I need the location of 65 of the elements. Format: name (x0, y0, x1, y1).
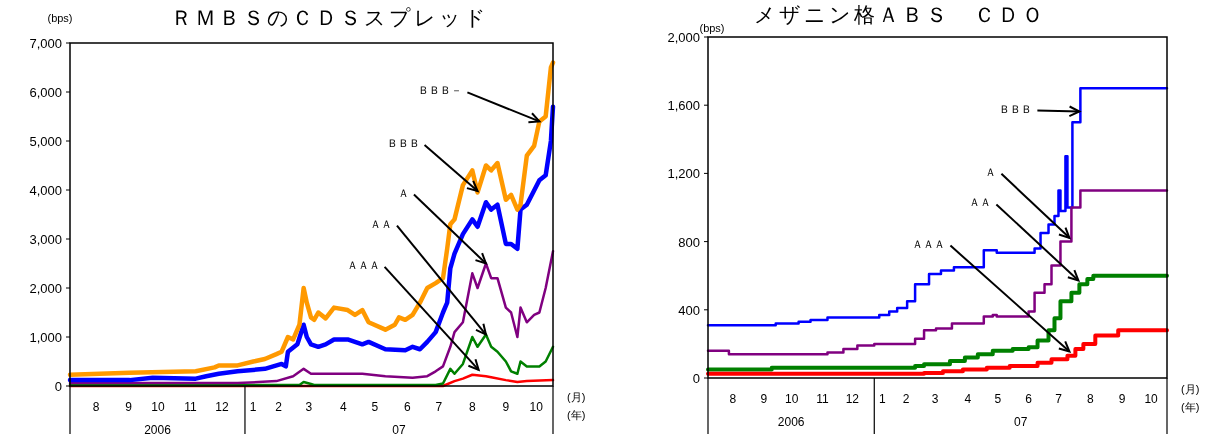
y-tick-label: 4,000 (29, 183, 62, 198)
annotation: ＢＢＢ (999, 102, 1033, 115)
y-tick-label: 1,600 (667, 98, 700, 114)
x-tick-label: 5 (371, 400, 379, 414)
annotation: ＡＡ (369, 217, 392, 230)
x-tick-label: 6 (404, 400, 412, 414)
x-tick-label: 4 (340, 400, 348, 414)
x-tick-label: 6 (1025, 392, 1033, 406)
x-tick-label: 2 (902, 392, 910, 406)
text: 2006 (144, 423, 172, 434)
y-tick-label: 3,000 (29, 232, 62, 247)
text: (月) (1181, 383, 1200, 395)
x-tick-label: 10 (151, 400, 165, 414)
x-tick-label: 5 (994, 392, 1002, 406)
y-tick-label: 7,000 (29, 36, 62, 51)
annotation: ＡＡＡ (346, 258, 380, 271)
chart-title: メザニン格ＡＢＳ ＣＤＯ (754, 3, 1046, 26)
x-tick-label: 12 (845, 392, 860, 406)
x-tick-label: 7 (435, 400, 443, 414)
text: 07 (392, 423, 406, 434)
x-tick-label: 3 (931, 392, 939, 406)
x-tick-label: 1 (249, 400, 257, 414)
chart-title: ＲＭＢＳのＣＤＳスプレッド (171, 6, 489, 29)
annotation: Ａ (985, 165, 997, 178)
x-tick-label: 8 (1086, 392, 1094, 406)
x-tick-label: 9 (760, 392, 768, 406)
x-tick-label: 9 (1118, 392, 1126, 406)
annotation: Ａ (397, 186, 409, 199)
x-tick-label: 8 (729, 392, 737, 406)
y-tick-label: 0 (54, 379, 62, 394)
y-tick-label: 800 (678, 234, 700, 250)
annotation: ＡＡ (969, 196, 992, 209)
x-tick-label: 8 (92, 400, 100, 414)
y-tick-label: 0 (692, 371, 700, 386)
text: (年) (567, 409, 586, 421)
annotation: ＡＡＡ (912, 237, 946, 250)
annotation: ＢＢＢ (386, 136, 420, 149)
text: 07 (1013, 415, 1028, 429)
x-tick-label: 10 (784, 392, 799, 406)
text: (年) (1181, 401, 1200, 413)
y-tick-label: 2,000 (667, 30, 700, 45)
x-tick-label: 1 (878, 392, 886, 406)
x-tick-label: 12 (215, 400, 229, 414)
x-tick-label: 10 (529, 400, 544, 414)
y-tick-label: 2,000 (29, 281, 62, 296)
y-axis-title: (bps) (699, 22, 725, 34)
y-tick-label: 1,000 (29, 330, 62, 345)
y-tick-label: 400 (678, 302, 700, 318)
x-tick-label: 11 (184, 400, 198, 414)
y-tick-label: 6,000 (29, 85, 62, 100)
x-tick-label: 8 (468, 400, 476, 414)
text: (月) (567, 391, 586, 403)
x-tick-label: 10 (1144, 392, 1159, 406)
text: 2006 (777, 415, 805, 429)
x-tick-label: 11 (816, 392, 830, 406)
y-tick-label: 5,000 (29, 134, 62, 149)
x-tick-label: 4 (964, 392, 972, 406)
y-tick-label: 1,200 (667, 166, 700, 182)
x-tick-label: 9 (502, 400, 510, 414)
x-tick-label: 9 (125, 400, 133, 414)
x-tick-label: 3 (305, 400, 313, 414)
x-tick-label: 2 (275, 400, 283, 414)
y-axis-title: (bps) (47, 12, 73, 24)
annotation: ＢＢＢ－ (418, 84, 463, 97)
x-tick-label: 7 (1055, 392, 1063, 406)
